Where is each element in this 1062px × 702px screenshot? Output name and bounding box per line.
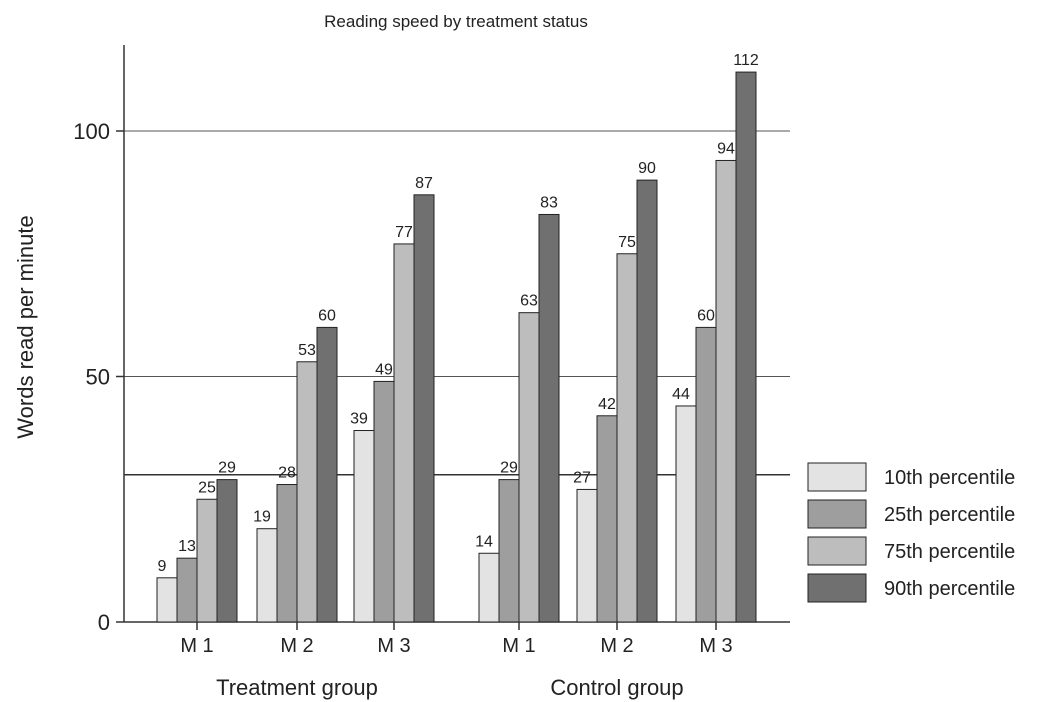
bar [353, 430, 375, 623]
legend: 10th percentile 25th percentile 75th perce… [807, 462, 1015, 603]
x-category-label: M 3 [699, 635, 732, 657]
bar [413, 194, 435, 623]
chart-title: Reading speed by treatment status [324, 12, 588, 31]
legend-label: 10th percentile [884, 467, 1015, 489]
bar [296, 361, 318, 623]
bar [576, 488, 598, 623]
bar [616, 253, 638, 623]
data-label: 44 [672, 386, 690, 403]
data-label: 25 [198, 479, 216, 496]
bar [596, 415, 618, 623]
data-labels: 9132529192853603949778714296383274275904… [158, 52, 759, 575]
bars [156, 71, 757, 623]
bar [216, 479, 238, 623]
data-label: 90 [638, 160, 656, 177]
bar [715, 159, 737, 623]
y-tick-label: 100 [73, 119, 110, 144]
y-ticks: 0 50 100 [73, 119, 124, 635]
data-label: 29 [500, 460, 518, 477]
bar [695, 326, 717, 623]
data-label: 28 [278, 465, 296, 482]
y-tick-label: 50 [86, 365, 110, 390]
bar [316, 326, 338, 623]
data-label: 39 [350, 411, 368, 428]
x-categories: M 1 M 2 M 3 M 1 M 2 M 3 [180, 622, 733, 657]
bar [276, 484, 298, 623]
y-tick-label: 0 [98, 610, 110, 635]
data-label: 87 [415, 175, 433, 192]
bar [675, 405, 697, 623]
group-label: Treatment group [216, 675, 378, 700]
data-label: 83 [540, 194, 558, 211]
data-label: 13 [178, 538, 196, 555]
bar [393, 243, 415, 623]
data-label: 94 [717, 140, 735, 157]
data-label: 112 [733, 52, 759, 69]
bar [735, 71, 757, 623]
x-category-label: M 1 [180, 635, 213, 657]
x-category-label: M 1 [502, 635, 535, 657]
data-label: 60 [697, 307, 715, 324]
legend-swatch [807, 499, 867, 529]
group-labels: Treatment group Control group [216, 675, 684, 700]
data-label: 42 [598, 396, 616, 413]
legend-label: 90th percentile [884, 578, 1015, 600]
data-label: 29 [218, 460, 236, 477]
data-label: 60 [318, 307, 336, 324]
x-category-label: M 3 [377, 635, 410, 657]
data-label: 77 [395, 224, 413, 241]
legend-swatch [807, 462, 867, 492]
y-axis-label: Words read per minute [13, 215, 38, 438]
bar [373, 380, 395, 623]
group-label: Control group [550, 675, 683, 700]
data-label: 19 [253, 509, 271, 526]
data-label: 27 [573, 469, 591, 486]
bar [478, 552, 500, 623]
x-category-label: M 2 [600, 635, 633, 657]
legend-swatch [807, 573, 867, 603]
legend-label: 75th percentile [884, 541, 1015, 563]
bar [518, 312, 540, 623]
data-label: 75 [618, 234, 636, 251]
bar [176, 557, 198, 623]
data-label: 9 [158, 558, 167, 575]
bar [498, 479, 520, 623]
data-label: 14 [475, 533, 493, 550]
data-label: 63 [520, 293, 538, 310]
legend-swatch [807, 536, 867, 566]
bar [156, 577, 178, 623]
x-category-label: M 2 [280, 635, 313, 657]
bar [636, 179, 658, 623]
bar [256, 528, 278, 623]
data-label: 53 [298, 342, 316, 359]
legend-label: 25th percentile [884, 504, 1015, 526]
bar [196, 498, 218, 623]
bar [538, 213, 560, 623]
data-label: 49 [375, 361, 393, 378]
